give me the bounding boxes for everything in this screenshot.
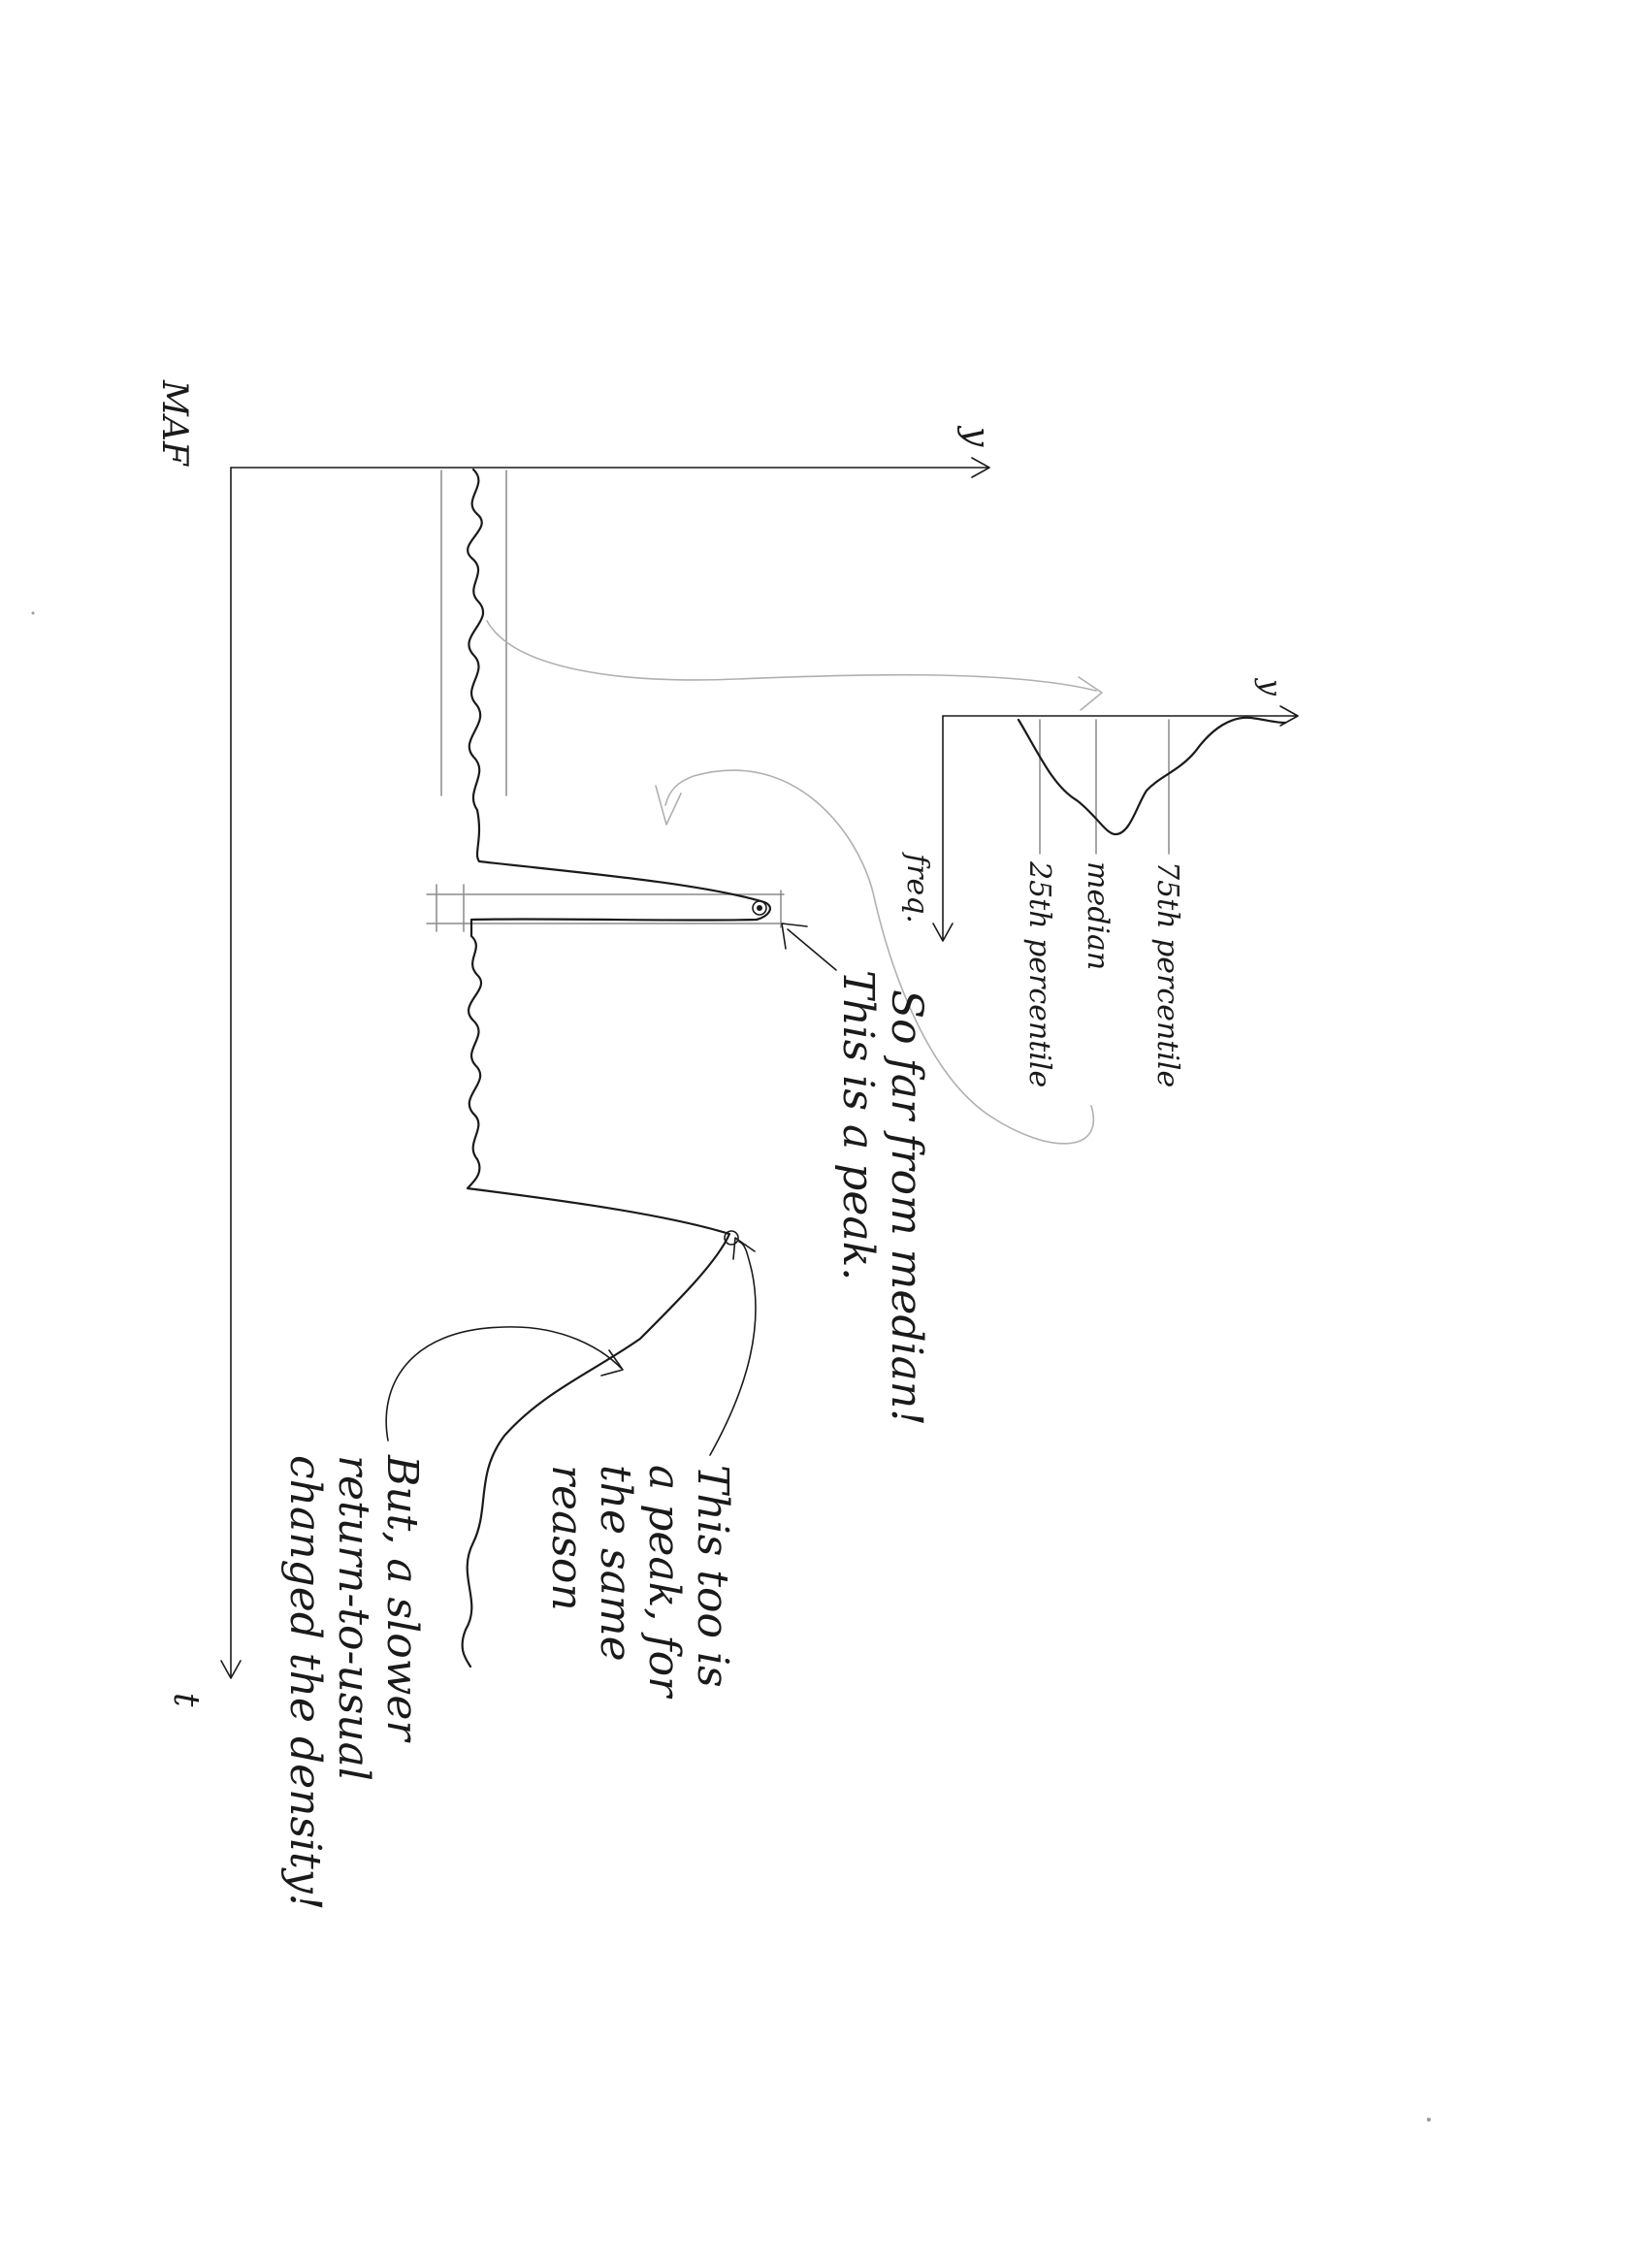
scan-speck xyxy=(1427,2118,1431,2122)
inset-freq-label: freq. xyxy=(900,852,934,923)
y-axis-label: y xyxy=(956,425,996,447)
slow-note-line3: changed the density! xyxy=(280,1455,330,1910)
main-axes xyxy=(220,457,990,1679)
peak-marker-1-dot xyxy=(757,905,762,911)
band-to-inset-arrow xyxy=(486,620,1097,692)
inset-density-curve xyxy=(1017,716,1287,836)
inset-25th-label: 25th percentile xyxy=(1022,860,1056,1087)
t-axis-arrowhead xyxy=(220,1660,242,1679)
inset-density-plot xyxy=(932,705,1299,942)
inset-to-spike-arrowhead xyxy=(655,785,682,826)
time-series-curve xyxy=(461,468,771,1669)
inset-75th-label: 75th percentile xyxy=(1150,861,1184,1087)
inset-y-label: y xyxy=(1253,677,1287,697)
slow-note-line1: But, a slower xyxy=(377,1454,427,1743)
scan-speck-2 xyxy=(31,611,35,615)
peak2-arrow xyxy=(709,1241,757,1456)
peak2-arrowhead xyxy=(732,1237,756,1260)
slow-return-arrowhead xyxy=(600,1349,624,1377)
peak2-note-line3: the same xyxy=(591,1465,640,1662)
peak1-arrowhead xyxy=(781,923,808,950)
peak-marker-1 xyxy=(752,900,767,916)
inset-freq-arrowhead xyxy=(932,923,954,942)
peak2-note-line1: This too is xyxy=(688,1465,737,1688)
corner-label: MAF xyxy=(154,379,194,468)
slow-return-arrow xyxy=(385,1326,622,1442)
spike-bracket xyxy=(426,890,785,928)
peak2-note-line2: a peak, for xyxy=(639,1465,689,1700)
band-to-inset-arrowhead xyxy=(1078,676,1103,711)
peak2-note-line4: reason xyxy=(542,1465,592,1611)
slow-note-line2: return-to-usual xyxy=(329,1455,378,1781)
inset-median-label: median xyxy=(1081,861,1115,970)
peak1-note-line2: This is a peak. xyxy=(833,970,883,1280)
peak-marker-2 xyxy=(724,1230,739,1246)
inset-to-spike-arrow xyxy=(664,769,1094,1145)
t-axis-label: t xyxy=(166,1693,206,1707)
peak1-note-line1: So far from median! xyxy=(882,989,931,1426)
y-axis-arrowhead xyxy=(971,457,990,478)
peak1-arrow xyxy=(787,928,837,971)
